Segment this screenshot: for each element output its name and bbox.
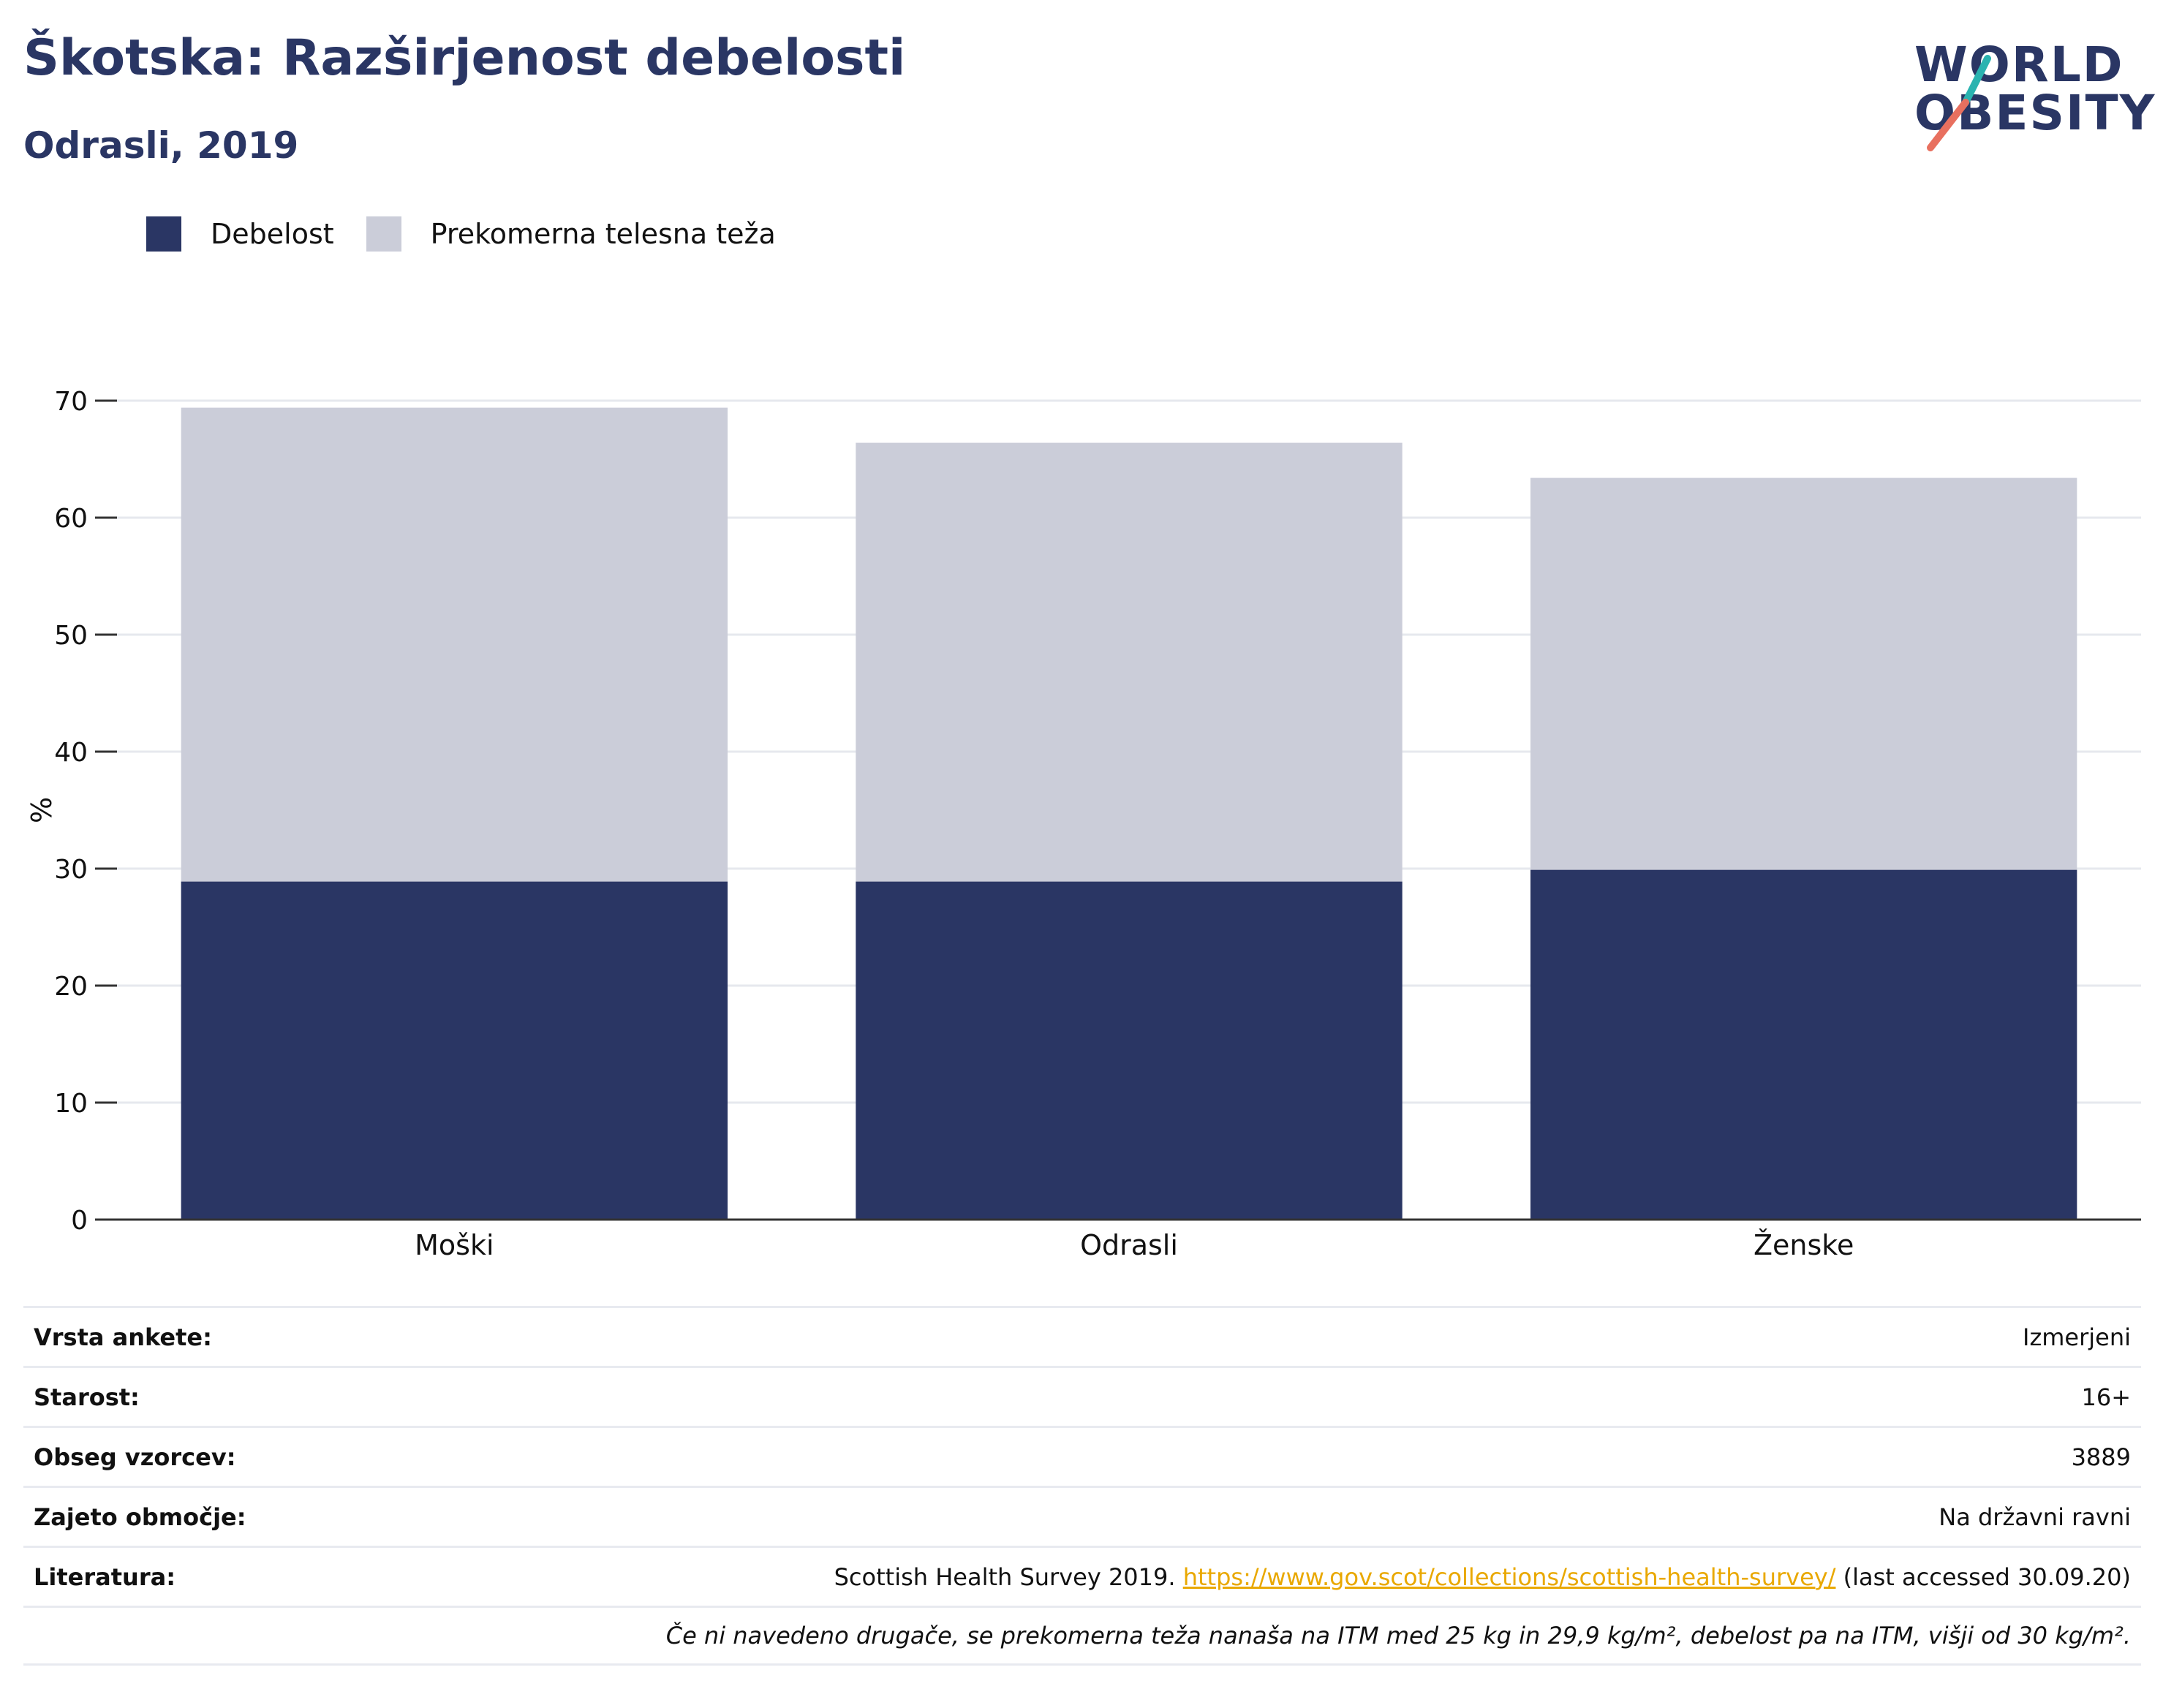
legend-swatch-obesity — [146, 216, 181, 252]
world-obesity-logo: WORLD OBESITY — [1901, 29, 2154, 154]
bar-overweight — [856, 442, 1403, 882]
info-label: Starost: — [34, 1383, 140, 1411]
legend-item-overweight: Prekomerna telesna teža — [366, 216, 776, 252]
info-row-age: Starost: 16+ — [23, 1366, 2141, 1426]
legend-item-obesity: Debelost — [146, 216, 334, 252]
y-tick-label: 70 — [54, 387, 88, 417]
info-label: Zajeto območje: — [34, 1503, 246, 1531]
info-value: 3889 — [2071, 1443, 2131, 1471]
stacked-bar-chart: 0 10 20 30 40 50 60 70% Moški Odrasli Ženske — [26, 387, 2141, 1261]
info-row-sample-size: Obseg vzorcev: 3889 — [23, 1426, 2141, 1486]
chart-subtitle: Odrasli, 2019 — [23, 124, 299, 167]
bar-obesity — [1530, 869, 2077, 1220]
bar-obesity — [856, 881, 1403, 1220]
bar-overweight — [181, 407, 728, 882]
info-row-survey-type: Vrsta ankete: Izmerjeni — [23, 1306, 2141, 1366]
bar-overweight — [1530, 477, 2077, 870]
info-value: Izmerjeni — [2023, 1323, 2131, 1351]
legend-label-overweight: Prekomerna telesna teža — [430, 218, 776, 250]
bar-obesity — [181, 881, 728, 1220]
logo-word-world: WORLD — [1914, 37, 2124, 93]
x-tick-label: Moški — [415, 1229, 494, 1261]
logo-slash-icon — [1927, 55, 1991, 151]
x-tick-label: Odrasli — [1080, 1229, 1178, 1261]
x-tick-label: Ženske — [1754, 1229, 1854, 1261]
y-tick-label: 0 — [71, 1206, 88, 1236]
legend-label-obesity: Debelost — [211, 218, 334, 250]
y-tick-label: 40 — [54, 738, 88, 768]
info-value: Na državni ravni — [1939, 1503, 2131, 1531]
chart-legend: Debelost Prekomerna telesna teža — [146, 216, 808, 252]
y-axis-label: % — [26, 797, 58, 823]
y-tick-label: 30 — [54, 855, 88, 885]
info-row-area: Zajeto območje: Na državni ravni — [23, 1486, 2141, 1546]
legend-swatch-overweight — [366, 216, 401, 252]
info-row-note: Če ni navedeno drugače, se prekomerna te… — [23, 1606, 2141, 1666]
chart-title: Škotska: Razširjenost debelosti — [23, 29, 906, 87]
info-label: Literatura: — [34, 1562, 175, 1591]
y-tick-label: 10 — [54, 1089, 88, 1119]
y-tick-label: 60 — [54, 504, 88, 534]
info-label: Vrsta ankete: — [34, 1323, 212, 1351]
reference-prefix: Scottish Health Survey 2019. — [834, 1562, 1183, 1591]
reference-suffix: (last accessed 30.09.20) — [1835, 1562, 2131, 1591]
info-table: Vrsta ankete: Izmerjeni Starost: 16+ Obs… — [23, 1306, 2141, 1666]
info-row-reference: Literatura: Scottish Health Survey 2019.… — [23, 1546, 2141, 1606]
info-label: Obseg vzorcev: — [34, 1443, 236, 1471]
info-value: 16+ — [2081, 1383, 2131, 1411]
y-tick-label: 50 — [54, 621, 88, 651]
reference-link[interactable]: https://www.gov.scot/collections/scottis… — [1182, 1562, 1836, 1591]
reference-value: Scottish Health Survey 2019. https://www… — [834, 1563, 2131, 1591]
footnote: Če ni navedeno drugače, se prekomerna te… — [665, 1622, 2131, 1650]
y-tick-label: 20 — [54, 972, 88, 1002]
